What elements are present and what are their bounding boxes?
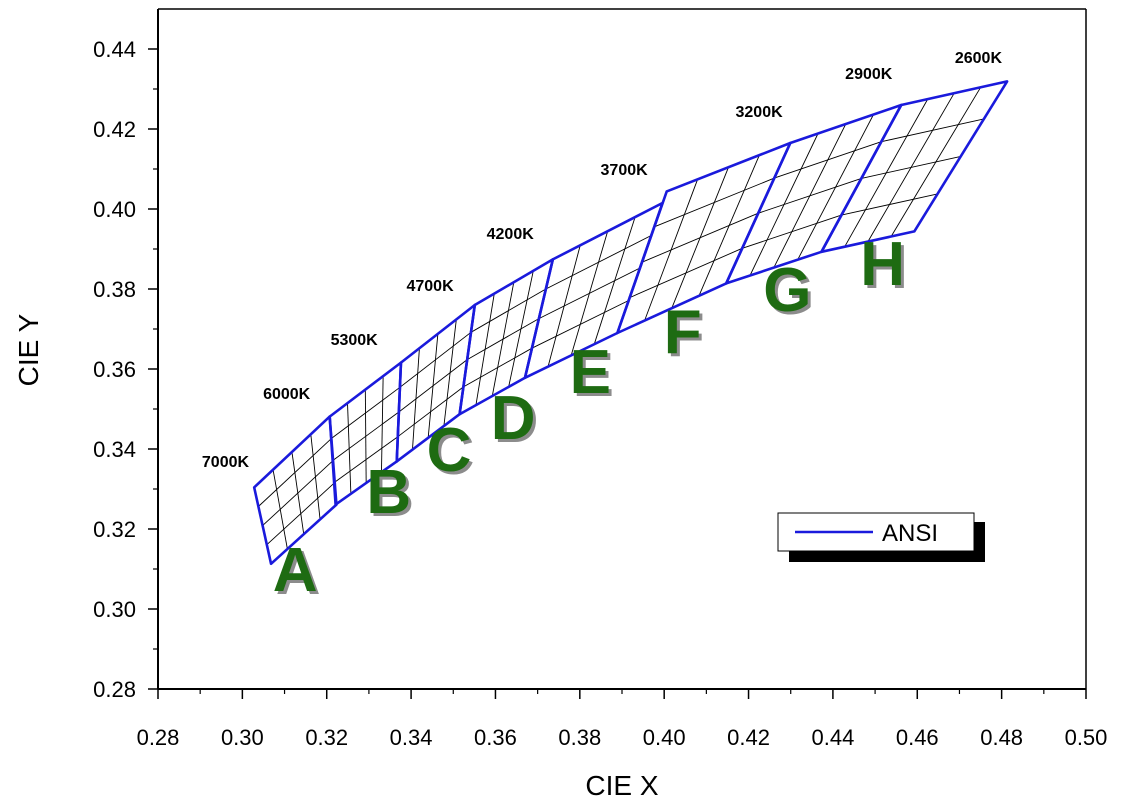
y-tick-label: 0.28	[93, 677, 136, 702]
subgrid-line-c	[398, 359, 468, 413]
bin-label-shadow: H	[863, 233, 908, 302]
subgrid-line-b	[381, 376, 384, 473]
cct-label: 4700K	[406, 278, 454, 295]
subgrid-line-g	[742, 214, 842, 249]
subgrid-line-c	[443, 319, 457, 427]
subgrid-line-b	[332, 411, 400, 461]
y-tick-labels: 0.28 0.30 0.32 0.34 0.36 0.38 0.40 0.42 0.44	[93, 37, 136, 702]
bin-label-f: F	[664, 298, 702, 367]
legend-label-ansi: ANSI	[882, 520, 938, 547]
y-axis-title: CIE Y	[13, 313, 44, 386]
bin-label-h: H	[860, 230, 905, 299]
x-tick-label: 0.48	[980, 725, 1023, 750]
subgrid-line-h	[861, 155, 961, 179]
subgrid-line-a	[266, 482, 336, 546]
legend: ANSI	[777, 512, 985, 562]
subgrid-line-f	[629, 247, 743, 299]
plot-frame	[157, 8, 1087, 690]
y-tick-label: 0.32	[93, 517, 136, 542]
cct-labels: 7000K 6000K 5300K 4700K 4200K 3700K 3200K 2900K…	[202, 50, 1003, 471]
x-tick-label: 0.36	[474, 725, 517, 750]
y-tick-label: 0.38	[93, 277, 136, 302]
y-tick-label: 0.44	[93, 37, 136, 62]
cct-label: 2600K	[955, 50, 1003, 67]
subgrid-line-g	[758, 177, 862, 214]
bin-label-shadow: B	[369, 461, 414, 530]
cct-label: 6000K	[263, 386, 311, 403]
y-tick-label: 0.36	[93, 357, 136, 382]
bin-label-shadow: G	[766, 259, 814, 328]
bin-label-shadow: D	[494, 387, 539, 456]
y-tick-label: 0.40	[93, 197, 136, 222]
bin-label-d: D	[491, 384, 536, 453]
bin-label-a: A	[273, 536, 318, 605]
cct-label: 3700K	[601, 162, 649, 179]
bin-label-shadow: F	[667, 301, 705, 370]
cct-label: 3200K	[736, 104, 784, 121]
axis-ticks	[148, 48, 1087, 699]
ansi-quad-h	[820, 80, 1009, 254]
subgrid-line-e	[538, 267, 641, 320]
x-tick-label: 0.28	[137, 725, 180, 750]
x-tick-label: 0.30	[221, 725, 264, 750]
x-tick-label: 0.38	[558, 725, 601, 750]
subgrid-line-h	[841, 193, 938, 216]
x-axis-title: CIE X	[585, 770, 658, 801]
y-tick-label: 0.42	[93, 117, 136, 142]
cct-label: 5300K	[331, 332, 379, 349]
subgrid-line-c	[397, 386, 464, 438]
subgrid-layer	[258, 87, 985, 550]
cct-label: 4200K	[487, 226, 535, 243]
subgrid-line-d	[508, 270, 534, 387]
y-tick-label: 0.30	[93, 597, 136, 622]
subgrid-line-e	[593, 216, 636, 345]
subgrid-line-e	[531, 300, 629, 349]
subgrid-line-a	[262, 460, 334, 526]
bin-label-shadow: A	[276, 539, 321, 608]
x-tick-label: 0.46	[896, 725, 939, 750]
x-tick-label: 0.32	[305, 725, 348, 750]
subgrid-line-d	[466, 318, 540, 360]
cct-label: 7000K	[202, 454, 250, 471]
subgrid-line-g	[797, 114, 874, 260]
bin-label-shadow: C	[430, 419, 475, 488]
bin-label-shadow: E	[573, 341, 614, 410]
subgrid-line-f	[698, 154, 760, 296]
subgrid-line-b	[333, 436, 399, 483]
x-tick-label: 0.34	[390, 725, 433, 750]
y-tick-label: 0.34	[93, 437, 136, 462]
subgrid-line-d	[463, 347, 533, 388]
subgrid-line-a	[310, 434, 321, 520]
x-tick-labels: 0.28 0.30 0.32 0.34 0.36 0.38 0.40 0.42 0.44 0.46…	[137, 725, 1108, 750]
bin-label-e: E	[570, 338, 611, 407]
bin-label-c: C	[427, 416, 472, 485]
bin-label-b: B	[366, 458, 411, 527]
x-tick-label: 0.50	[1065, 725, 1108, 750]
cct-label: 2900K	[845, 66, 893, 83]
bin-label-g: G	[763, 256, 811, 325]
x-tick-label: 0.42	[727, 725, 770, 750]
x-tick-label: 0.44	[811, 725, 854, 750]
ansi-quadrangles	[252, 80, 1009, 566]
subgrid-line-f	[641, 212, 759, 263]
subgrid-line-h	[890, 87, 982, 237]
x-tick-label: 0.40	[643, 725, 686, 750]
